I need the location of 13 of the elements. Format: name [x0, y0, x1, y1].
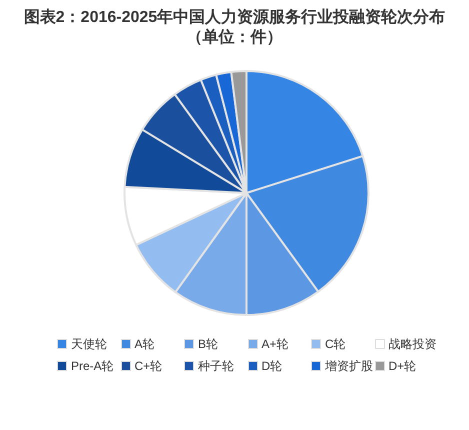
legend-label: 天使轮 — [71, 336, 107, 352]
legend-label: C轮 — [325, 336, 346, 352]
legend-label: C+轮 — [134, 358, 162, 374]
legend-label: B轮 — [198, 336, 218, 352]
legend-label: D+轮 — [388, 358, 416, 374]
chart-title: 图表2：2016-2025年中国人力资源服务行业投融资轮次分布（单位：件） — [22, 8, 446, 48]
legend-label: D轮 — [262, 358, 282, 374]
legend-label: A轮 — [134, 336, 155, 352]
legend-label: 战略投资 — [388, 336, 436, 352]
legend-label: A+轮 — [262, 336, 289, 352]
legend-label: Pre-A轮 — [71, 358, 114, 374]
legend-label: 增资扩股 — [325, 358, 373, 374]
legend-label: 种子轮 — [198, 358, 234, 374]
